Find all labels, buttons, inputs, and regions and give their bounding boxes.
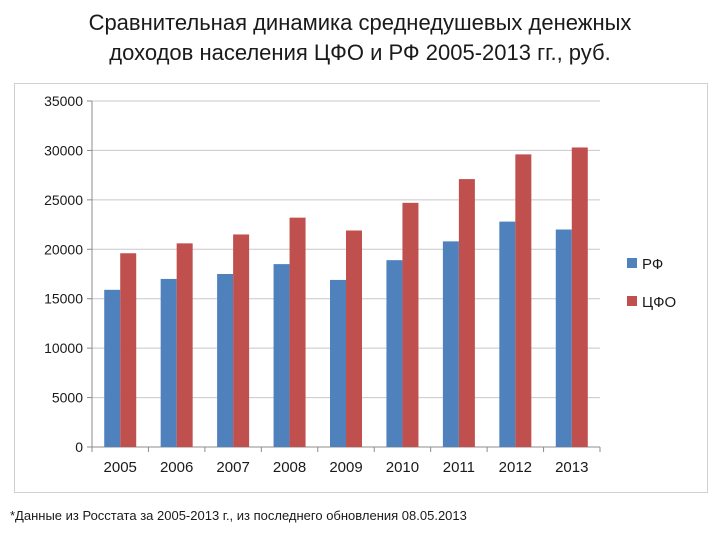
y-tick-label: 30000 (44, 142, 83, 158)
legend-label-cfo: ЦФО (642, 294, 676, 311)
y-tick-label: 20000 (44, 241, 83, 257)
y-tick-label: 25000 (44, 192, 83, 208)
y-tick-label: 35000 (44, 93, 83, 109)
x-tick-label: 2005 (104, 459, 137, 476)
slide-title-line-1: Сравнительная динамика среднедушевых ден… (88, 10, 632, 35)
bar-rf-2008 (273, 264, 290, 447)
x-tick-label: 2012 (499, 459, 532, 476)
x-tick-label: 2011 (443, 459, 475, 476)
x-tick-label: 2010 (386, 459, 419, 476)
bar-cfo-2012 (515, 154, 532, 447)
chart-frame: 0 5000 10000 15000 20000 25000 30000 35000 2005 2… (14, 83, 708, 493)
bar-cfo-2009 (346, 230, 362, 447)
bar-cfo-2006 (176, 243, 193, 447)
bar-cfo-2011 (458, 179, 475, 447)
bar-cfo-2008 (289, 217, 306, 447)
bar-rf-2009 (330, 279, 346, 447)
bar-rf-2005 (104, 289, 121, 447)
bar-cfo-2010 (402, 202, 419, 447)
y-tick-label: 15000 (44, 291, 83, 307)
bar-rf-2011 (442, 241, 459, 447)
bar-rf-2007 (217, 274, 234, 447)
slide-title-line-2: доходов населения ЦФО и РФ 2005-2013 гг.… (109, 40, 611, 65)
footnote: *Данные из Росстата за 2005-2013 г., из … (10, 508, 467, 523)
bar-rf-2013 (555, 229, 572, 447)
bar-rf-2012 (499, 221, 516, 447)
x-tick-label: 2008 (273, 459, 306, 476)
y-tick-label: 0 (75, 439, 83, 455)
bar-rf-2006 (160, 278, 177, 447)
x-tick-label: 2013 (555, 459, 588, 476)
bar-cfo-2013 (571, 147, 588, 447)
legend-label-rf: РФ (642, 256, 663, 273)
bar-rf-2010 (386, 260, 403, 447)
bar-chart: 0 5000 10000 15000 20000 25000 30000 35000 2005 2… (44, 93, 676, 476)
y-tick-label: 5000 (52, 390, 83, 406)
slide-title: Сравнительная динамика среднедушевых ден… (0, 8, 720, 68)
x-tick-label: 2009 (329, 459, 362, 476)
y-tick-label: 10000 (44, 340, 83, 356)
x-tick-label: 2006 (160, 459, 193, 476)
x-tick-label: 2007 (216, 459, 249, 476)
bar-cfo-2007 (233, 234, 250, 447)
legend-swatch-cfo (627, 296, 637, 306)
bar-cfo-2005 (120, 253, 137, 447)
legend-swatch-rf (627, 258, 637, 268)
